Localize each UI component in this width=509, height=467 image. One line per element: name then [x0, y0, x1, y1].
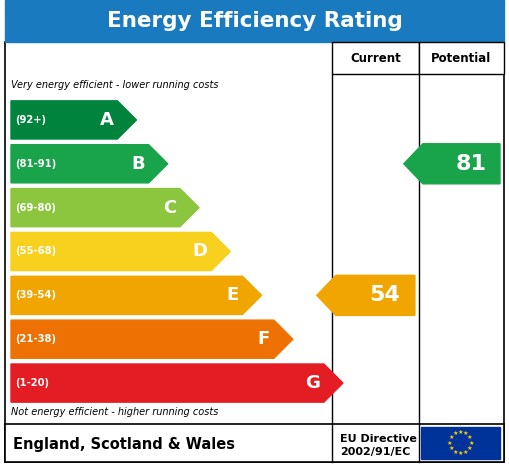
Text: ★: ★	[452, 450, 458, 455]
Text: (92+): (92+)	[15, 115, 46, 125]
Text: (1-20): (1-20)	[15, 378, 49, 388]
Text: ★: ★	[463, 431, 469, 436]
Text: A: A	[99, 111, 114, 129]
Polygon shape	[317, 276, 415, 315]
Text: G: G	[305, 374, 320, 392]
Text: (55-68): (55-68)	[15, 247, 56, 256]
Text: Current: Current	[350, 51, 401, 64]
Text: 2002/91/EC: 2002/91/EC	[340, 446, 410, 457]
Polygon shape	[11, 189, 199, 226]
Text: (39-54): (39-54)	[15, 290, 56, 300]
Text: Not energy efficient - higher running costs: Not energy efficient - higher running co…	[11, 407, 218, 417]
Text: ★: ★	[467, 446, 473, 451]
Polygon shape	[11, 276, 262, 314]
Bar	[421, 427, 500, 459]
Text: C: C	[163, 198, 176, 217]
Bar	[5, 42, 504, 462]
Text: England, Scotland & Wales: England, Scotland & Wales	[13, 437, 235, 452]
Text: 54: 54	[370, 285, 400, 305]
Text: D: D	[192, 242, 207, 261]
Text: B: B	[131, 155, 145, 173]
Text: ★: ★	[468, 440, 474, 446]
Bar	[332, 42, 419, 74]
Text: Very energy efficient - lower running costs: Very energy efficient - lower running co…	[11, 80, 218, 90]
Text: (69-80): (69-80)	[15, 203, 56, 212]
Text: ★: ★	[452, 431, 458, 436]
Text: ★: ★	[447, 440, 453, 446]
Text: ★: ★	[467, 435, 473, 440]
Text: ★: ★	[458, 452, 463, 456]
Polygon shape	[11, 233, 230, 270]
Polygon shape	[11, 320, 293, 358]
Polygon shape	[11, 145, 168, 183]
Bar	[419, 42, 504, 74]
Text: (21-38): (21-38)	[15, 334, 56, 344]
Text: (81-91): (81-91)	[15, 159, 56, 169]
Text: 81: 81	[456, 154, 487, 174]
Bar	[5, 0, 504, 42]
Text: F: F	[258, 330, 270, 348]
Text: ★: ★	[463, 450, 469, 455]
Polygon shape	[404, 144, 500, 184]
Text: ★: ★	[448, 446, 454, 451]
Text: ★: ★	[448, 435, 454, 440]
Polygon shape	[11, 364, 343, 402]
Text: ★: ★	[458, 430, 463, 435]
Text: Energy Efficiency Rating: Energy Efficiency Rating	[106, 11, 403, 31]
Text: E: E	[227, 286, 239, 304]
Text: EU Directive: EU Directive	[340, 434, 417, 445]
Text: Potential: Potential	[431, 51, 492, 64]
Bar	[5, 424, 504, 462]
Polygon shape	[11, 101, 136, 139]
